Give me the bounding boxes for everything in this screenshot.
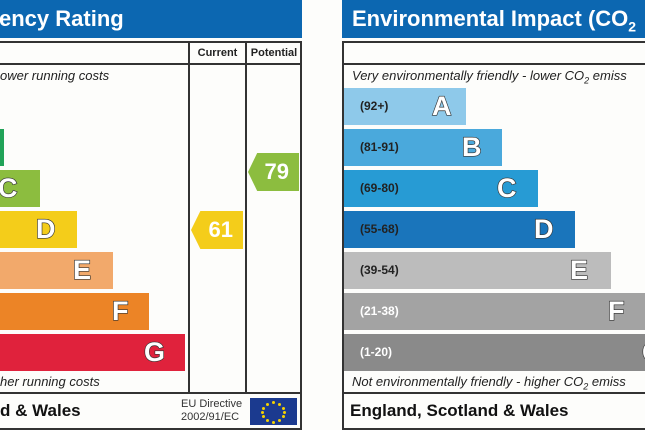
energy-band-f: F bbox=[0, 293, 149, 330]
env-top-note-text: Very environmentally friendly - lower CO bbox=[352, 68, 585, 83]
env-band-range: (69-80) bbox=[360, 181, 399, 195]
env-band-range: (55-68) bbox=[360, 222, 399, 236]
potential-rating-value: 79 bbox=[264, 159, 289, 184]
env-band-d: (55-68) D bbox=[344, 211, 575, 248]
energy-potential-col-divider bbox=[245, 41, 247, 393]
energy-band-d: D bbox=[0, 211, 77, 248]
energy-band-letter: D bbox=[35, 213, 56, 244]
env-band-a: (92+) A bbox=[344, 88, 466, 125]
env-band-range: (81-91) bbox=[360, 140, 399, 154]
energy-band-b bbox=[0, 129, 4, 166]
column-header-current: Current bbox=[197, 47, 238, 59]
env-bottom-note-text: Not environmentally friendly - higher CO bbox=[352, 374, 584, 389]
env-band-letter: C bbox=[496, 172, 517, 203]
energy-band-e: E bbox=[0, 252, 113, 289]
env-band-letter: B bbox=[461, 131, 482, 162]
energy-band-letter: C bbox=[0, 172, 18, 203]
column-header-potential: Potential bbox=[250, 47, 298, 59]
env-bottom-note-tail: emiss bbox=[588, 374, 626, 389]
env-band-letter: E bbox=[569, 254, 589, 285]
eu-directive-label: EU Directive 2002/91/EC bbox=[181, 398, 242, 424]
energy-header-divider bbox=[0, 63, 302, 65]
env-header-divider bbox=[342, 63, 645, 65]
energy-footer-region: d & Wales bbox=[0, 401, 81, 420]
env-bottom-note: Not environmentally friendly - higher CO… bbox=[352, 374, 626, 392]
energy-band-c: C bbox=[0, 170, 40, 207]
energy-rating-header: ency Rating bbox=[0, 0, 302, 38]
env-band-range: (21-38) bbox=[360, 304, 399, 318]
env-band-c: (69-80) C bbox=[344, 170, 538, 207]
energy-bottom-note: her running costs bbox=[0, 374, 100, 389]
potential-rating-arrow: 79 bbox=[248, 153, 299, 191]
env-footer-region: England, Scotland & Wales bbox=[350, 401, 569, 420]
env-band-b: (81-91) B bbox=[344, 129, 502, 166]
energy-top-note: ower running costs bbox=[0, 68, 110, 83]
env-top-note: Very environmentally friendly - lower CO… bbox=[352, 68, 627, 86]
env-band-e: (39-54) E bbox=[344, 252, 611, 289]
env-band-letter: G bbox=[641, 334, 645, 371]
eu-directive-line2: 2002/91/EC bbox=[181, 411, 240, 423]
eu-flag-icon bbox=[250, 398, 297, 425]
energy-rating-title: ency Rating bbox=[0, 6, 124, 31]
environmental-impact-header: Environmental Impact (CO2 bbox=[342, 0, 645, 38]
env-band-letter: D bbox=[533, 213, 554, 244]
energy-band-letter: F bbox=[111, 295, 129, 326]
energy-band-letter: E bbox=[72, 254, 92, 285]
env-band-g: (1-20) G bbox=[344, 334, 645, 371]
co2-subscript: 2 bbox=[583, 381, 589, 392]
energy-current-col-divider bbox=[188, 41, 190, 393]
env-top-note-tail: emiss bbox=[589, 68, 627, 83]
co2-subscript: 2 bbox=[584, 75, 590, 86]
env-band-range: (1-20) bbox=[360, 345, 393, 359]
env-footer-divider bbox=[342, 392, 645, 394]
environmental-impact-title: Environmental Impact (CO bbox=[352, 6, 629, 31]
env-band-letter: A bbox=[431, 90, 452, 121]
co2-subscript: 2 bbox=[628, 18, 637, 35]
env-band-range: (92+) bbox=[360, 99, 389, 113]
env-band-range: (39-54) bbox=[360, 263, 399, 277]
energy-band-g: G bbox=[0, 334, 185, 371]
current-rating-value: 61 bbox=[208, 217, 233, 242]
current-rating-arrow: 61 bbox=[191, 211, 243, 249]
energy-band-letter: G bbox=[143, 336, 166, 367]
eu-directive-line1: EU Directive bbox=[181, 398, 243, 410]
energy-footer-divider bbox=[0, 392, 302, 394]
env-band-letter: F bbox=[607, 295, 625, 326]
env-band-f: (21-38) F bbox=[344, 293, 645, 330]
